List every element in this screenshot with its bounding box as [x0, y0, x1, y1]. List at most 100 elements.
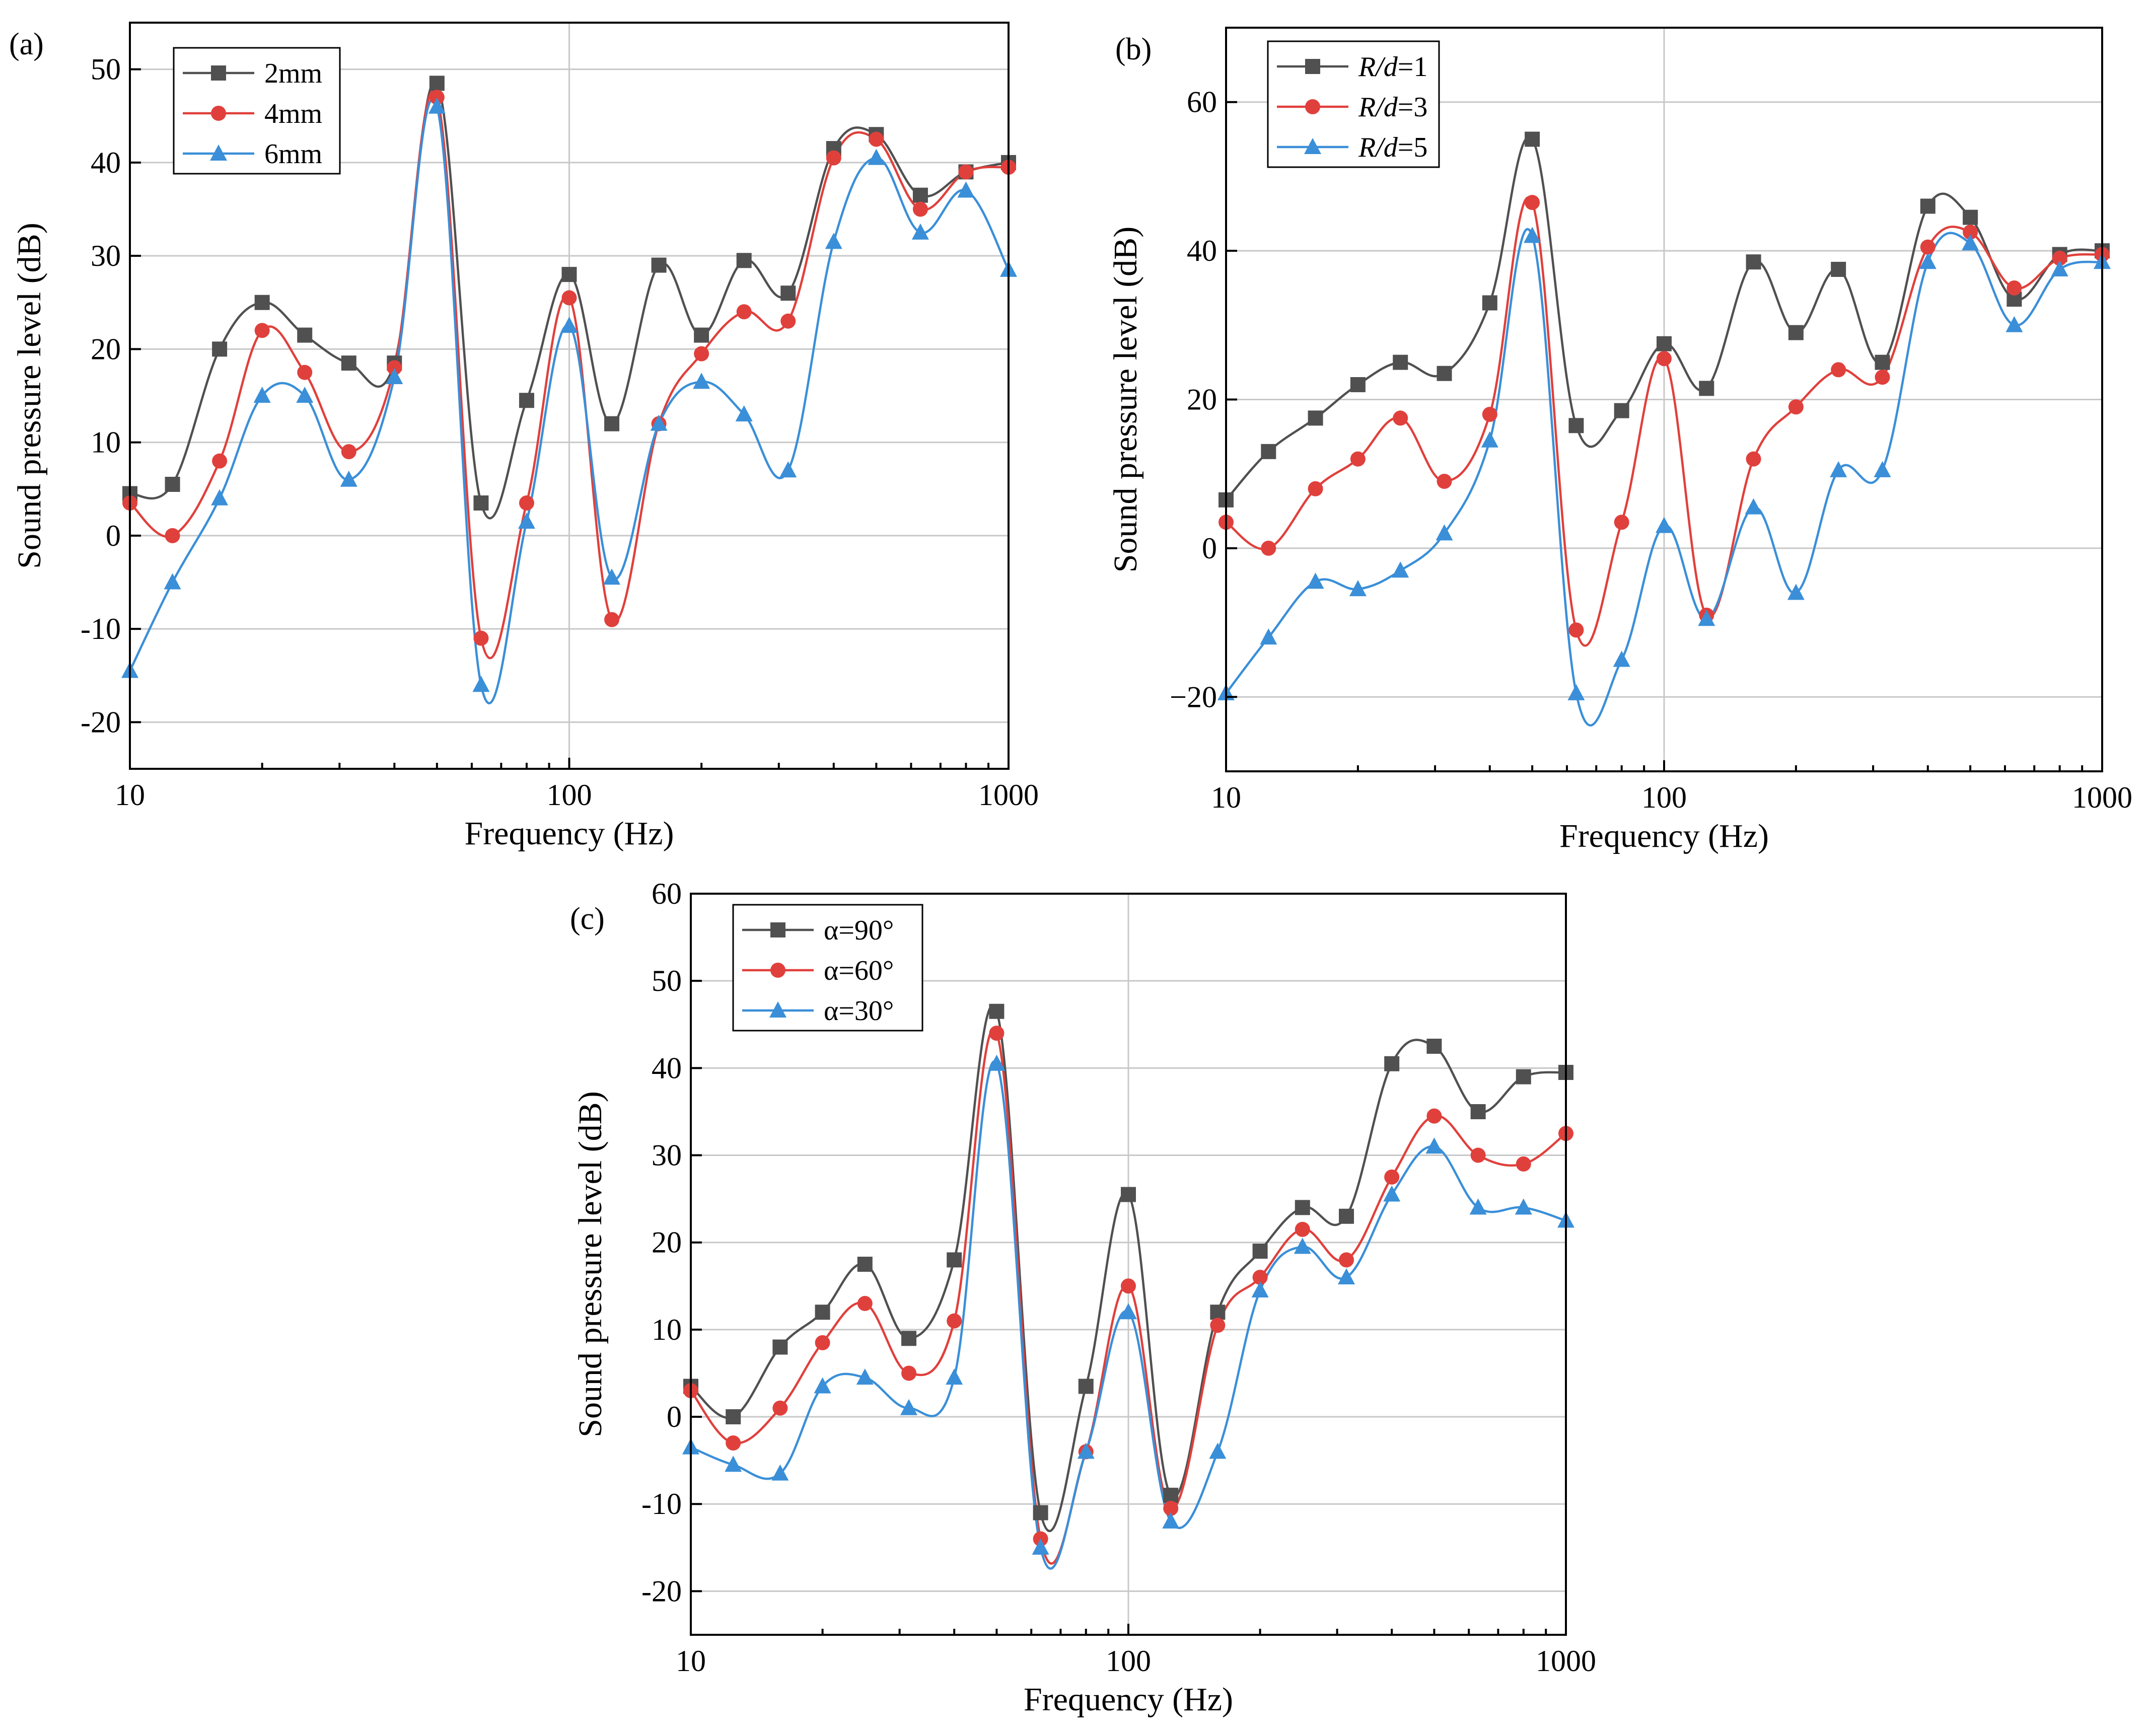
y-tick-label: 50: [652, 964, 682, 997]
data-point-series-0: [1339, 1208, 1354, 1224]
data-point-series-0: [1426, 1039, 1442, 1054]
data-point-series-1: [1437, 473, 1452, 489]
data-point-series-1: [736, 304, 752, 320]
data-point-series-1: [561, 290, 577, 306]
data-point-series-0: [726, 1409, 741, 1425]
data-point-series-2: [868, 149, 885, 165]
data-point-series-1: [387, 360, 402, 376]
y-tick-label: 40: [91, 146, 121, 179]
data-point-series-0: [1121, 1187, 1136, 1202]
data-point-series-2: [1338, 1268, 1355, 1284]
data-point-series-0: [1614, 403, 1629, 418]
x-tick-label: 100: [1641, 781, 1687, 814]
data-point-series-1: [772, 1400, 788, 1416]
x-tick-label: 1000: [2072, 781, 2132, 814]
panel-label: (a): [9, 27, 44, 61]
data-point-series-0: [473, 495, 489, 511]
data-point-series-2: [428, 97, 446, 114]
y-tick-label: 0: [667, 1400, 682, 1433]
data-point-series-2: [253, 387, 271, 403]
data-point-series-0: [736, 253, 752, 268]
data-point-series-1: [429, 90, 445, 105]
legend-label-2: R/d=5: [1358, 132, 1427, 163]
data-point-series-2: [2005, 316, 2023, 332]
x-axis-title: Frequency (Hz): [1559, 818, 1769, 854]
data-point-series-0: [1393, 354, 1408, 370]
y-tick-label: -10: [641, 1487, 682, 1521]
data-point-series-0: [341, 355, 356, 371]
data-point-series-1: [901, 1365, 917, 1381]
data-point-series-1: [1831, 362, 1846, 378]
data-point-series-1: [1426, 1108, 1442, 1124]
data-point-series-0: [1657, 336, 1672, 351]
data-point-series-2: [814, 1377, 831, 1394]
legend-marker-0: [211, 65, 226, 81]
y-tick-label: 0: [1202, 532, 1217, 565]
data-point-series-0: [1210, 1305, 1226, 1320]
y-tick-label: -20: [641, 1574, 682, 1608]
data-point-series-0: [989, 1003, 1005, 1019]
data-point-series-1: [1614, 515, 1629, 530]
data-point-series-2: [1919, 253, 1937, 269]
y-tick-label: 10: [652, 1313, 682, 1346]
data-point-series-1: [1210, 1318, 1226, 1333]
data-point-series-2: [1481, 431, 1498, 448]
data-point-series-2: [771, 1464, 789, 1481]
data-point-series-2: [1162, 1512, 1180, 1529]
data-point-series-2: [1787, 584, 1805, 600]
data-point-series-2: [1307, 572, 1324, 589]
data-point-series-0: [1163, 1487, 1179, 1503]
data-point-series-0: [1699, 381, 1714, 396]
data-point-series-0: [1831, 262, 1846, 277]
data-point-series-2: [2051, 260, 2068, 277]
y-tick-label: −20: [1170, 680, 1217, 713]
data-point-series-1: [726, 1435, 741, 1451]
legend-marker-2: [769, 1001, 786, 1018]
data-point-series-2: [1962, 234, 1979, 251]
x-tick-label: 1000: [1536, 1644, 1596, 1678]
data-point-series-0: [604, 416, 620, 431]
data-point-series-1: [869, 131, 884, 147]
x-axis-title: Frequency (Hz): [465, 815, 674, 852]
legend-label-1: α=60°: [824, 955, 894, 986]
data-point-series-1: [1470, 1147, 1486, 1163]
data-point-series-1: [1920, 239, 1935, 255]
data-point-series-0: [1384, 1056, 1400, 1071]
data-point-series-0: [857, 1257, 873, 1272]
data-point-series-1: [341, 444, 356, 460]
data-point-series-1: [254, 323, 270, 338]
data-point-series-0: [1033, 1505, 1048, 1521]
data-point-series-2: [693, 373, 710, 389]
data-point-series-1: [857, 1295, 873, 1311]
data-point-series-2: [946, 1368, 963, 1385]
data-point-series-2: [1515, 1198, 1532, 1215]
data-point-series-0: [2006, 292, 2022, 307]
data-point-series-2: [1260, 628, 1277, 645]
data-point-series-1: [473, 630, 489, 646]
legend-label-1: 4mm: [264, 98, 322, 129]
data-point-series-2: [779, 461, 797, 478]
data-point-series-2: [1469, 1198, 1487, 1215]
data-point-series-0: [561, 267, 577, 282]
legend-marker-1: [211, 106, 226, 121]
legend-label-2: 6mm: [264, 138, 322, 170]
data-point-series-0: [1295, 1200, 1310, 1215]
data-point-series-0: [1963, 209, 1978, 225]
data-point-series-2: [1251, 1281, 1269, 1297]
data-point-series-0: [1470, 1104, 1486, 1119]
data-point-series-0: [780, 285, 796, 301]
data-point-series-1: [1746, 451, 1761, 467]
data-point-series-0: [1482, 295, 1497, 311]
x-tick-label: 10: [1211, 781, 1241, 814]
x-axis-title: Frequency (Hz): [1024, 1681, 1233, 1718]
data-point-series-0: [429, 76, 445, 91]
y-tick-label: -10: [81, 612, 121, 645]
data-point-series-0: [1252, 1244, 1268, 1259]
chart-panel-c: 10 100 1000 -20 -10 0 10 20 30 40 50 60 Frequency (H…: [570, 877, 1596, 1718]
data-point-series-2: [1120, 1303, 1137, 1320]
data-point-series-1: [1339, 1252, 1354, 1268]
data-point-series-1: [604, 612, 620, 627]
panel-label: (b): [1115, 32, 1152, 66]
series-line-0: [690, 1004, 1566, 1532]
